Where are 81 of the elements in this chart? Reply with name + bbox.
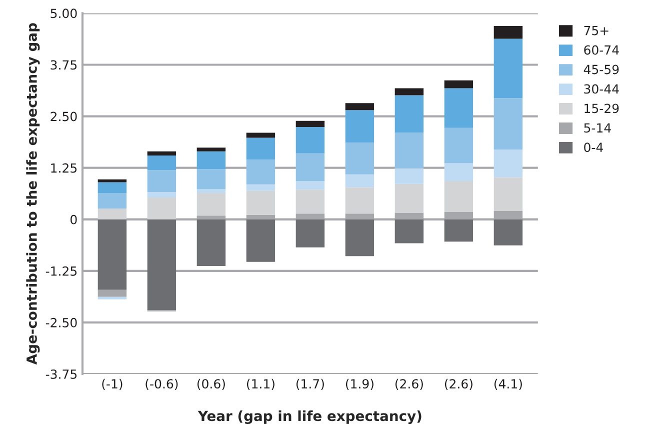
bar [296,120,325,128]
y-tick-label: 2.50 [50,112,77,122]
x-tick-label: (-0.6) [146,378,178,390]
legend-label: 15-29 [584,104,619,114]
bar [196,151,226,170]
x-tick-label: (2.6) [395,378,423,390]
bar [147,155,176,170]
bar [345,103,374,110]
bar [345,187,374,214]
y-axis-title: Age-contribution to the life expectancy gap [26,23,40,365]
legend-label: 5-14 [584,123,611,133]
bar [444,128,474,164]
x-tick-label: (0.6) [197,378,225,390]
x-tick-label: (-1) [102,378,122,390]
x-tick-label: (4.1) [494,378,522,390]
bar [494,98,523,150]
bar [196,169,226,190]
bar [394,95,424,133]
bar [494,219,523,246]
bar [246,219,276,262]
bar [494,177,523,211]
bar [494,26,523,39]
bar [196,189,226,193]
bar [394,88,424,96]
x-tick-label: (2.6) [444,378,472,390]
legend-label: 30-44 [584,84,619,94]
bar [98,179,127,182]
bar [98,182,127,193]
bar [494,38,523,98]
bar [394,132,424,168]
bar [98,208,127,220]
bar [296,190,325,214]
bar [296,153,325,182]
bar [345,142,374,174]
y-tick-label: -1.25 [46,266,77,276]
bar [444,163,474,182]
x-tick-label: (1.7) [296,378,324,390]
bar [345,219,374,256]
bar [444,80,474,88]
bar [147,170,176,192]
x-tick-label: (1.1) [246,378,274,390]
bar [444,219,474,242]
legend-label: 0-4 [584,142,603,152]
bar [246,184,276,191]
legend-label: 45-59 [584,64,619,74]
bar [246,132,276,138]
bar [394,219,424,244]
bar [345,110,374,143]
y-tick-label: 3.75 [50,60,77,70]
bar [147,198,176,220]
y-tick-label: 1.25 [51,163,77,173]
bar [444,181,474,212]
x-axis-title: Year (gap in life expectancy) [198,410,422,424]
bar [494,150,523,178]
bar [345,174,374,188]
bar [98,296,127,300]
y-tick-label: 5.00 [50,8,77,18]
bar [394,168,424,184]
bar [147,219,176,310]
bar [246,138,276,160]
bar [98,219,127,290]
bar [147,192,176,198]
bar [296,219,325,248]
bar [246,160,276,184]
bar [196,192,226,216]
x-tick-label: (1.9) [346,378,374,390]
bar [98,290,127,297]
y-tick-label: -3.75 [46,369,77,379]
bar [296,127,325,154]
bar [196,219,226,266]
bar [246,190,276,215]
legend-label: 60-74 [584,45,619,55]
bar [98,192,127,209]
bar [147,151,176,156]
y-tick-label: 0 [70,214,77,224]
legend-label: 75+ [584,26,608,36]
bar [296,181,325,190]
bar [444,88,474,128]
bar [394,184,424,213]
bar [196,148,226,152]
y-tick-label: -2.50 [46,318,77,328]
